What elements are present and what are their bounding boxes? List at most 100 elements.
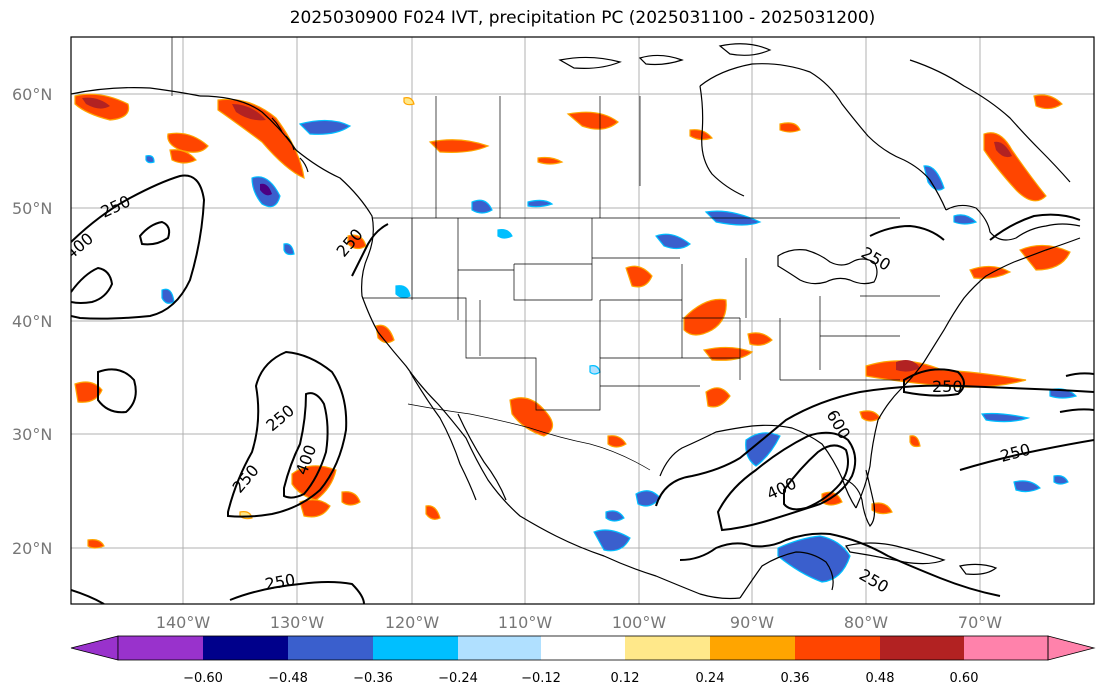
precip-patch	[497, 229, 513, 239]
colorbar-segment	[880, 636, 964, 660]
colorbar-tick: −0.24	[438, 671, 478, 686]
lon-label: 80°W	[844, 613, 888, 632]
colorbar-segment	[625, 636, 710, 660]
precip-patch	[509, 397, 554, 437]
precip-patch	[169, 149, 197, 164]
precip-patch	[605, 510, 625, 522]
precip-patch	[745, 432, 781, 467]
ivt-contour-250	[227, 350, 348, 518]
ivt-contour-250	[229, 581, 365, 604]
west-coast	[199, 95, 741, 600]
lon-label: 140°W	[156, 613, 211, 632]
ivt-contour-250	[655, 384, 1094, 507]
precip-patch	[953, 214, 978, 225]
precip-patch	[896, 360, 920, 372]
ivt-contour-600	[783, 444, 849, 511]
ivt-contour-400	[71, 266, 114, 304]
precip-patch	[859, 410, 881, 422]
precip-patch	[1033, 94, 1063, 110]
west-islands	[271, 117, 309, 173]
precip-patch	[777, 535, 851, 583]
precip-patch	[145, 155, 155, 164]
precip-negative-patches	[145, 119, 1078, 583]
precip-patch	[909, 435, 921, 448]
precip-patch	[1049, 388, 1078, 399]
ivt-contour-250	[71, 589, 105, 604]
precip-patch	[969, 265, 1012, 279]
ivt-contour-250	[959, 372, 1094, 471]
precip-patch	[625, 265, 653, 288]
colorbar-tick: 0.12	[611, 671, 640, 686]
gulf-coast	[659, 424, 857, 509]
colorbar-segment	[288, 636, 373, 660]
colorbar-tick: 0.24	[696, 671, 725, 686]
lat-label: 60°N	[12, 85, 52, 104]
lon-labels: 140°W 130°W 120°W 110°W 100°W 90°W 80°W …	[156, 613, 1002, 632]
ivt-contour-250	[869, 213, 1081, 241]
ivt-contour-400	[716, 431, 857, 532]
arctic-islands	[558, 43, 772, 69]
colorbar-tick: −0.36	[353, 671, 393, 686]
precip-patch	[705, 387, 731, 408]
precip-patch	[375, 324, 395, 344]
lon-label: 100°W	[612, 613, 667, 632]
precip-patch	[471, 199, 493, 214]
precip-patch	[82, 97, 110, 109]
ivt-contour-400	[283, 392, 329, 499]
hudson-bay-west	[699, 85, 745, 197]
precip-patch	[607, 435, 627, 448]
hudson-bay	[699, 63, 947, 211]
precip-patch	[747, 332, 773, 346]
precip-patch	[566, 111, 619, 130]
precip-patch	[779, 122, 801, 133]
precip-patch	[232, 104, 266, 121]
ivt-contour-250	[138, 220, 171, 246]
lat-labels: 60°N 50°N 40°N 30°N 20°N	[12, 85, 52, 558]
colorbar-low-arrow	[70, 635, 119, 661]
precip-patch	[1019, 244, 1071, 271]
precip-patch	[593, 529, 631, 552]
precip-patch	[871, 502, 893, 515]
precip-patch	[1013, 480, 1042, 493]
precip-patch	[994, 141, 1012, 158]
colorbar-tick: 0.36	[781, 671, 810, 686]
colorbar-tick: 0.60	[950, 671, 979, 686]
precip-patch	[537, 156, 564, 165]
lat-label: 30°N	[12, 425, 52, 444]
precip-patch	[655, 233, 691, 250]
colorbar-segment	[118, 636, 203, 660]
lat-label: 20°N	[12, 539, 52, 558]
lat-label: 40°N	[12, 312, 52, 331]
precip-patch	[923, 165, 945, 191]
precip-patch	[428, 139, 490, 153]
colorbar-segment	[541, 636, 625, 660]
colorbar-tick: 0.48	[866, 671, 895, 686]
contour-label: 250	[932, 377, 963, 396]
colorbar-segment	[458, 636, 541, 660]
alaska-coast	[71, 87, 201, 97]
precip-patch	[1053, 475, 1069, 485]
canada-east	[945, 204, 1081, 241]
precip-patch	[395, 285, 411, 299]
hispaniola	[958, 563, 998, 575]
map-frame	[70, 36, 1095, 605]
precip-patch	[527, 199, 554, 208]
precip-patch	[291, 465, 337, 501]
colorbar-tick-labels: −0.60 −0.48 −0.36 −0.24 −0.12 0.12 0.24 …	[183, 671, 978, 686]
labrador	[909, 59, 1071, 183]
florida	[841, 469, 876, 527]
precip-patch	[260, 183, 272, 196]
lon-label: 110°W	[498, 613, 553, 632]
colorbar-tick: −0.60	[183, 671, 223, 686]
precip-positive-patches	[74, 93, 1071, 549]
precip-patch	[298, 119, 352, 135]
lon-label: 90°W	[730, 613, 774, 632]
precip-patch	[217, 98, 305, 179]
baja-coast	[409, 371, 507, 501]
ivt-contour-250	[679, 532, 1001, 597]
precip-patch	[683, 298, 727, 336]
ivt-contours	[71, 174, 1094, 604]
precip-patch	[283, 243, 295, 256]
precip-patch	[299, 499, 331, 518]
